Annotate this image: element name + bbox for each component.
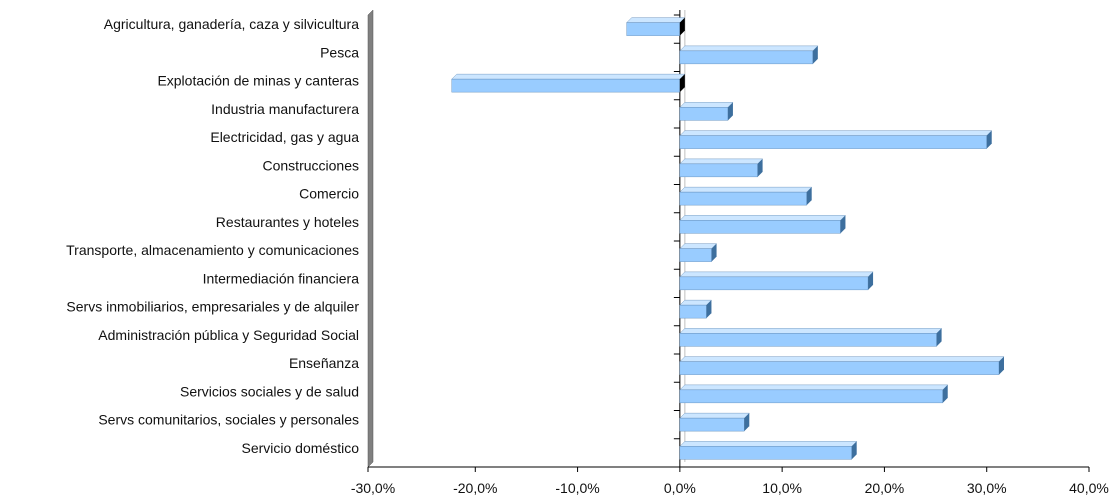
tick-label: 10,0% bbox=[762, 480, 802, 496]
tick-label: 30,0% bbox=[967, 480, 1007, 496]
bar-top bbox=[679, 328, 943, 334]
bar-side bbox=[757, 158, 763, 177]
bar-top bbox=[679, 243, 718, 249]
bar-top bbox=[679, 271, 874, 278]
category-label: Transporte, almacenamiento y comunicacio… bbox=[66, 242, 359, 258]
bar-side bbox=[812, 45, 818, 64]
category-labels: Agricultura, ganadería, caza y silvicult… bbox=[66, 16, 359, 456]
bar-side bbox=[679, 17, 685, 36]
category-label: Intermediación financiera bbox=[203, 270, 360, 286]
bar-side bbox=[679, 74, 685, 93]
bar-side bbox=[851, 441, 857, 460]
bar-side bbox=[706, 300, 712, 319]
bar-side bbox=[744, 413, 750, 432]
bar-side bbox=[868, 271, 874, 290]
bar-side bbox=[711, 243, 717, 262]
bar bbox=[679, 328, 943, 347]
bar-front bbox=[451, 78, 681, 93]
bar-top bbox=[679, 102, 734, 108]
bar-front bbox=[679, 276, 869, 291]
bar-top bbox=[679, 130, 993, 136]
category-label: Enseñanza bbox=[289, 355, 359, 371]
tick-label: 20,0% bbox=[865, 480, 905, 496]
bar-top bbox=[679, 356, 1005, 362]
bar-side bbox=[806, 187, 812, 206]
category-label: Servs inmobiliarios, empresariales y de … bbox=[66, 299, 359, 315]
bar-side bbox=[986, 130, 992, 149]
bar-top bbox=[679, 186, 813, 193]
bar-front bbox=[679, 135, 987, 149]
bar bbox=[679, 271, 874, 291]
bar-front bbox=[679, 361, 1000, 375]
bar-top bbox=[679, 158, 764, 165]
bar-top bbox=[679, 45, 819, 52]
tick-label: 40,0% bbox=[1069, 480, 1109, 496]
bar-top bbox=[679, 441, 858, 447]
bar-side bbox=[998, 356, 1004, 375]
bar-front bbox=[679, 220, 841, 234]
tick-label: -10,0% bbox=[555, 480, 599, 496]
bar-top bbox=[626, 17, 686, 23]
category-label: Industria manufacturera bbox=[211, 101, 359, 117]
bar-top bbox=[679, 384, 949, 391]
bar-front bbox=[679, 248, 712, 262]
bars bbox=[451, 17, 1005, 460]
category-label: Pesca bbox=[320, 44, 359, 60]
bar-front bbox=[679, 417, 745, 432]
bar bbox=[679, 441, 858, 460]
tick-label: 0,0% bbox=[664, 480, 696, 496]
bar bbox=[679, 102, 734, 121]
category-label: Electricidad, gas y agua bbox=[210, 129, 359, 145]
category-label: Construcciones bbox=[263, 157, 360, 173]
bar bbox=[679, 356, 1005, 375]
category-label: Restaurantes y hoteles bbox=[216, 214, 359, 230]
chart-wall bbox=[367, 9, 374, 468]
tick-label: -20,0% bbox=[453, 480, 497, 496]
bar-front bbox=[679, 446, 852, 460]
bar-side bbox=[942, 384, 948, 403]
bar bbox=[626, 17, 686, 36]
bar-top bbox=[679, 299, 712, 306]
bar-top bbox=[679, 215, 846, 221]
bar bbox=[679, 158, 764, 178]
category-label: Servs comunitarios, sociales y personale… bbox=[98, 412, 359, 428]
bar-top bbox=[679, 412, 750, 419]
bar bbox=[679, 45, 819, 65]
bar bbox=[679, 215, 846, 234]
category-label: Administración pública y Seguridad Socia… bbox=[98, 327, 359, 343]
category-label: Servicios sociales y de salud bbox=[180, 383, 359, 399]
tick-labels: -30,0% -20,0% -10,0% 0,0% 10,0% 20,0% 30,0% 40,… bbox=[351, 480, 1109, 496]
bar-side bbox=[727, 102, 733, 121]
category-label: Agricultura, ganadería, caza y silvicult… bbox=[104, 16, 359, 32]
category-label: Explotación de minas y canteras bbox=[157, 73, 359, 89]
bar bbox=[679, 186, 813, 206]
bar-front bbox=[679, 191, 807, 206]
bar bbox=[679, 299, 712, 319]
bar-front bbox=[679, 107, 729, 121]
category-label: Comercio bbox=[299, 186, 359, 202]
bar bbox=[679, 412, 750, 432]
bar-side bbox=[936, 328, 942, 347]
tick-label: -30,0% bbox=[351, 480, 395, 496]
bar-front bbox=[679, 389, 943, 404]
bar bbox=[679, 243, 718, 262]
bar-top bbox=[451, 73, 686, 80]
bar-front bbox=[679, 163, 758, 178]
bar-side bbox=[840, 215, 846, 234]
bar bbox=[679, 130, 993, 149]
bar-front bbox=[679, 304, 707, 319]
left-wall bbox=[367, 9, 374, 468]
bar-front bbox=[679, 50, 814, 65]
bar bbox=[451, 73, 686, 93]
bar-front bbox=[626, 22, 681, 36]
bar bbox=[679, 384, 949, 404]
bar-front bbox=[679, 333, 937, 347]
category-label: Servicio doméstico bbox=[242, 440, 360, 456]
